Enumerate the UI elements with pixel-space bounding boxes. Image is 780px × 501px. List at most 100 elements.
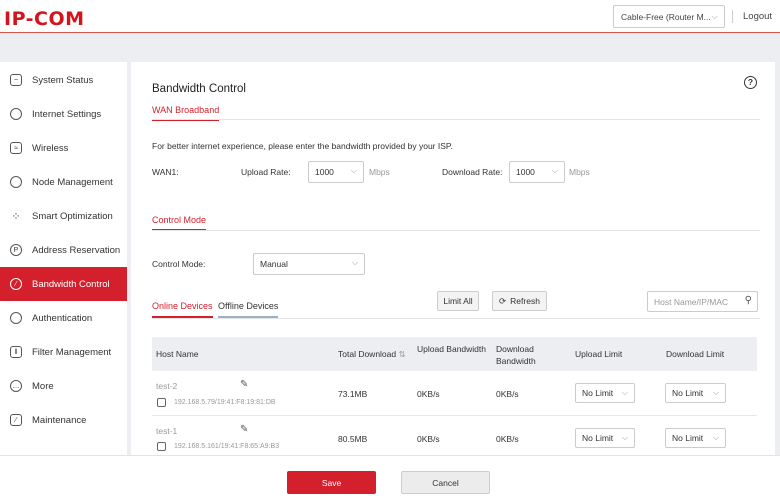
maintenance-icon: ⁄ (10, 414, 22, 426)
chevron-down-icon: ⌵ (551, 166, 558, 175)
column-host-name: Host Name (156, 349, 199, 359)
sidebar-item-label: Filter Management (32, 346, 112, 358)
total-download: 73.1MB (338, 389, 368, 399)
control-mode-value: Manual (260, 259, 288, 269)
download-limit-value: No Limit (672, 388, 704, 398)
user-circle-icon (10, 176, 22, 188)
sidebar-item-smart-optimization[interactable]: ⁘ Smart Optimization (0, 199, 127, 233)
chevron-down-icon: ⌵ (711, 11, 718, 21)
chevron-down-icon: ⌵ (712, 388, 719, 397)
sidebar-item-filter-management[interactable]: ‖ Filter Management (0, 335, 127, 369)
ip-com-logo: IP-COM (4, 8, 85, 30)
download-limit-select[interactable]: No Limit ⌵ (665, 428, 726, 448)
download-bandwidth: 0KB/s (496, 389, 519, 399)
divider (152, 318, 760, 319)
top-header: IP-COM Cable-Free (Router M... ⌵ Logout (0, 0, 780, 33)
monitor-chart-icon: ~ (10, 74, 22, 86)
download-rate-value: 1000 (516, 167, 535, 177)
upload-unit: Mbps (369, 167, 390, 177)
sidebar-item-label: Node Management (32, 176, 113, 188)
control-mode-select[interactable]: Manual ⌵ (253, 253, 365, 275)
table-row: test-1 ✎ 192.168.5.161/19:41:F8:65:A9:B3… (152, 417, 757, 455)
edit-icon[interactable]: ✎ (240, 379, 249, 390)
divider (152, 230, 760, 231)
upload-limit-value: No Limit (582, 433, 614, 443)
limit-all-button[interactable]: Limit All (437, 291, 479, 311)
host-address: 192.168.5.79/19:41:F8:19:81:DB (174, 399, 276, 406)
download-rate-label: Download Rate: (442, 167, 503, 177)
column-total-download[interactable]: Total Download ⇅ (338, 349, 406, 360)
sidebar-item-label: Bandwidth Control (32, 278, 110, 290)
sidebar-item-label: Internet Settings (32, 108, 102, 120)
column-download-bandwidth[interactable]: Download Bandwidth (496, 344, 536, 366)
chevron-down-icon: ⌵ (712, 433, 719, 442)
more-icon: … (10, 380, 22, 392)
download-bandwidth: 0KB/s (496, 434, 519, 444)
search-input[interactable]: Host Name/IP/MAC ⚲ (647, 291, 758, 312)
logout-link[interactable]: Logout (743, 11, 773, 22)
cancel-button[interactable]: Cancel (401, 471, 490, 494)
router-select[interactable]: Cable-Free (Router M... ⌵ (613, 5, 725, 28)
sidebar-item-label: More (32, 380, 54, 392)
sidebar-item-label: Maintenance (32, 414, 87, 426)
host-name: test-2 (156, 381, 178, 391)
upload-limit-select[interactable]: No Limit ⌵ (575, 428, 635, 448)
save-button[interactable]: Save (287, 471, 376, 494)
tab-wan-broadband[interactable]: WAN Broadband (152, 105, 220, 121)
globe-icon (10, 108, 22, 120)
host-address: 192.168.5.161/19:41:F8:65:A9:B3 (174, 443, 280, 450)
search-icon: ⚲ (744, 295, 752, 306)
sidebar-item-address-reservation[interactable]: P Address Reservation (0, 233, 127, 267)
tab-online-devices[interactable]: Online Devices (152, 301, 213, 318)
tab-offline-devices[interactable]: Offline Devices (218, 301, 279, 318)
chevron-down-icon: ⌵ (621, 388, 628, 397)
isp-hint: For better internet experience, please e… (152, 141, 453, 151)
divider (732, 10, 733, 23)
sidebar-item-bandwidth-control[interactable]: ⁄ Bandwidth Control (0, 267, 127, 301)
download-rate-select[interactable]: 1000 ⌵ (509, 161, 565, 183)
shield-icon (10, 312, 22, 324)
refresh-label: Refresh (510, 296, 540, 306)
edit-icon[interactable]: ✎ (240, 424, 249, 435)
refresh-icon: ⟳ (499, 295, 507, 306)
search-placeholder: Host Name/IP/MAC (654, 297, 729, 307)
upload-rate-select[interactable]: 1000 ⌵ (308, 161, 364, 183)
sort-icon: ⇅ (398, 349, 406, 359)
column-download-limit: Download Limit (666, 349, 725, 359)
column-upload-bandwidth[interactable]: Upload Bandwidth (417, 344, 486, 354)
sidebar-item-system-status[interactable]: ~ System Status (0, 63, 127, 97)
page-title: Bandwidth Control (152, 83, 246, 95)
speedometer-icon: ⁄ (10, 278, 22, 290)
device-icon (157, 398, 166, 407)
sidebar-item-label: Authentication (32, 312, 93, 324)
total-download: 80.5MB (338, 434, 368, 444)
wifi-screen-icon: ≈ (10, 142, 22, 154)
help-icon[interactable]: ? (744, 76, 757, 89)
router-select-value: Cable-Free (Router M... (621, 12, 711, 22)
sidebar-item-authentication[interactable]: Authentication (0, 301, 127, 335)
download-limit-select[interactable]: No Limit ⌵ (665, 383, 726, 403)
sidebar-item-more[interactable]: … More (0, 369, 127, 403)
sidebar-item-wireless[interactable]: ≈ Wireless (0, 131, 127, 165)
sidebar-item-label: System Status (32, 74, 94, 86)
tab-control-mode[interactable]: Control Mode (152, 215, 207, 231)
sidebar: ~ System Status Internet Settings ≈ Wirele… (0, 62, 127, 455)
download-unit: Mbps (569, 167, 590, 177)
column-label: Total Download (338, 349, 397, 359)
upload-limit-select[interactable]: No Limit ⌵ (575, 383, 635, 403)
chevron-down-icon: ⌵ (621, 433, 628, 442)
divider (152, 119, 760, 120)
refresh-button[interactable]: ⟳ Refresh (492, 291, 547, 311)
filter-icon: ‖ (10, 346, 22, 358)
sidebar-item-internet-settings[interactable]: Internet Settings (0, 97, 127, 131)
upload-limit-value: No Limit (582, 388, 614, 398)
sidebar-item-node-management[interactable]: Node Management (0, 165, 127, 199)
sidebar-item-label: Smart Optimization (32, 210, 113, 222)
upload-rate-value: 1000 (315, 167, 334, 177)
table-header: Host Name Total Download ⇅ Upload Bandwi… (152, 337, 757, 371)
device-icon (157, 442, 166, 451)
optimization-icon: ⁘ (11, 210, 21, 223)
sidebar-item-maintenance[interactable]: ⁄ Maintenance (0, 403, 127, 437)
reservation-icon: P (10, 244, 22, 256)
sidebar-item-label: Address Reservation (32, 244, 121, 256)
